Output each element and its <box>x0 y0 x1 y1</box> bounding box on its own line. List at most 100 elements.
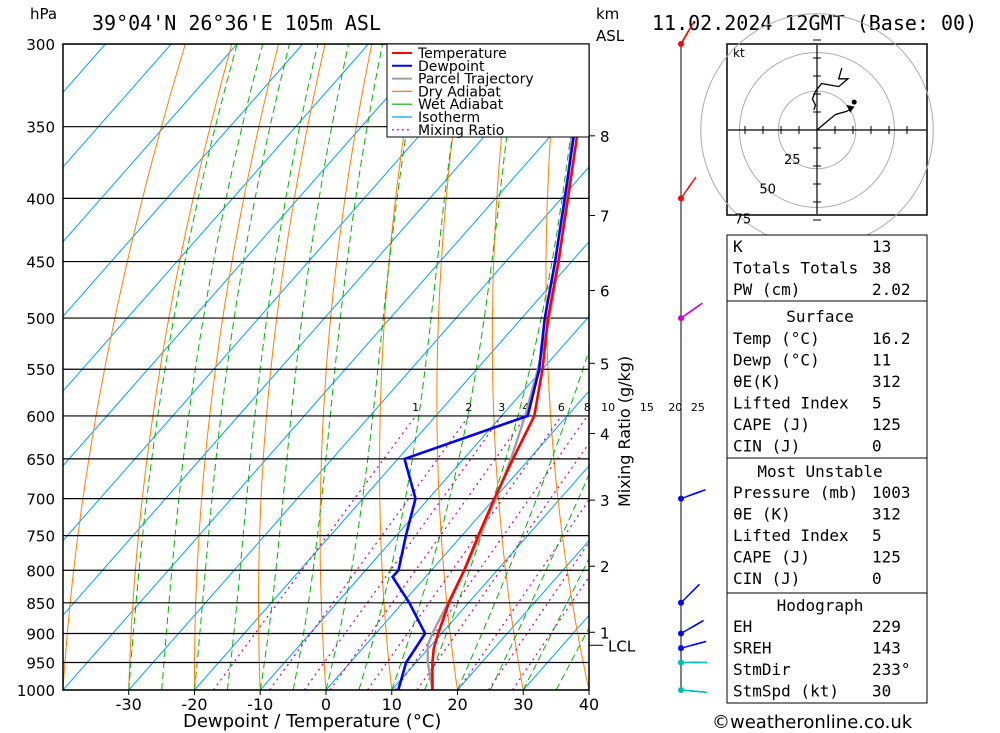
pressure-tick-label: 800 <box>26 562 55 580</box>
mixing-ratio-value: 6 <box>558 401 565 414</box>
wet-adiabat-line <box>128 44 238 690</box>
mixing-ratio-line <box>269 415 470 690</box>
pressure-tick-label: 550 <box>26 361 55 379</box>
mixing-ratio-line <box>329 415 527 690</box>
wind-barb <box>680 302 703 319</box>
km-unit-label: km <box>596 5 619 23</box>
wet-adiabat-line <box>424 44 583 690</box>
dry-adiabat-line <box>978 44 1000 690</box>
index-label: K <box>733 237 743 256</box>
pressure-tick-label: 400 <box>26 190 55 208</box>
wind-barb-flag <box>686 491 699 498</box>
wind-barb-flag <box>682 309 693 318</box>
isotherm-line <box>63 44 435 467</box>
wet-adiabat-line <box>358 44 467 690</box>
wind-barb-halfflag <box>692 642 699 646</box>
index-value: 2.02 <box>872 280 911 299</box>
legend-entry: Dry Adiabat <box>418 84 501 100</box>
dry-adiabat-line <box>491 44 524 690</box>
storm-motion-dot <box>851 99 857 105</box>
wind-barb <box>680 619 704 635</box>
surface-label: CIN (J) <box>733 437 800 456</box>
x-tick-label: 30 <box>513 695 533 714</box>
wind-barb-flag <box>690 583 700 594</box>
surface-value: 0 <box>872 437 882 456</box>
most-unstable-label: θE (K) <box>733 505 791 524</box>
wet-adiabat-line <box>194 44 290 690</box>
wind-barb-pennant <box>688 21 694 32</box>
most-unstable-value: 0 <box>872 569 882 588</box>
parcel-trajectory-profile <box>426 44 579 690</box>
index-label: Totals Totals <box>733 259 858 278</box>
legend-entry: Mixing Ratio <box>418 123 504 139</box>
wind-barb <box>680 21 695 45</box>
pressure-tick-label: 1000 <box>17 682 55 700</box>
index-value: 13 <box>872 237 891 256</box>
axes: 3003504004505005506006507007508008509009… <box>17 36 636 714</box>
hodograph-params-label: EH <box>733 617 752 636</box>
most-unstable-value: 312 <box>872 505 901 524</box>
pressure-tick-label: 450 <box>26 254 55 272</box>
watermark: ©weatheronline.co.uk <box>712 712 913 733</box>
legend-entry: Temperature <box>417 46 507 62</box>
mixing-ratio-line <box>394 415 588 690</box>
dry-adiabat-line <box>436 44 466 690</box>
surface-label: Dewp (°C) <box>733 351 820 370</box>
dry-adiabat-line <box>63 44 186 690</box>
hodograph-upper-trace <box>811 67 850 111</box>
surface-label: θE(K) <box>733 372 781 391</box>
isotherm-line <box>63 44 304 318</box>
hodograph-params-value: 229 <box>872 617 901 636</box>
isotherm-line <box>194 240 589 690</box>
dry-adiabat-line <box>258 44 326 690</box>
legend-entry: Parcel Trajectory <box>418 72 534 88</box>
surface-value: 16.2 <box>872 329 911 348</box>
isotherm-line <box>259 315 589 690</box>
mixing-ratio-axis-label: Mixing Ratio (g/kg) <box>615 356 634 507</box>
wet-adiabat-line <box>457 348 589 690</box>
surface-label: Lifted Index <box>733 394 849 413</box>
hodograph-params-label: StmDir <box>733 660 791 679</box>
pressure-tick-label: 700 <box>26 491 55 509</box>
hodograph-params-box <box>726 592 928 704</box>
wet-adiabat-line <box>325 44 422 690</box>
hodograph-params-value: 30 <box>872 682 891 701</box>
mixing-ratio-value: 10 <box>601 401 615 414</box>
most-unstable-title: Most Unstable <box>757 462 882 481</box>
hodograph-ring-label: 50 <box>759 183 776 198</box>
pressure-tick-label: 900 <box>26 625 55 643</box>
hodograph-params-value: 143 <box>872 639 901 658</box>
isotherm-line <box>128 166 589 690</box>
pressure-tick-label: 300 <box>26 36 55 54</box>
mixing-ratio-line <box>212 415 417 690</box>
profile-lines <box>390 44 589 690</box>
isotherm-line <box>63 44 567 616</box>
mixing-ratio-value: 3 <box>498 401 505 414</box>
km-tick-label: 1 <box>600 624 610 642</box>
datetime-title: 11.02.2024 12GMT (Base: 00) <box>652 11 977 35</box>
wind-barb <box>680 489 706 500</box>
wind-barb-halfflag <box>687 183 692 189</box>
isotherm-line <box>457 539 589 690</box>
index-label: PW (cm) <box>733 280 800 299</box>
hodograph-params-label: StmSpd (kt) <box>733 682 839 701</box>
isotherm-line <box>63 91 589 690</box>
km-tick-label: 8 <box>600 128 610 146</box>
pressure-tick-label: 850 <box>26 595 55 613</box>
mixing-ratio-value: 25 <box>691 401 705 414</box>
wet-adiabat-line <box>391 44 520 690</box>
mixing-ratio-value: 4 <box>523 401 530 414</box>
asl-label: ASL <box>596 27 625 45</box>
index-value: 38 <box>872 259 891 278</box>
dry-adiabat-line <box>648 44 720 690</box>
most-unstable-label: CAPE (J) <box>733 548 810 567</box>
hodograph-arrow <box>846 104 855 113</box>
legend-box <box>386 43 590 138</box>
surface-label: CAPE (J) <box>733 415 810 434</box>
wet-adiabat-line <box>292 44 384 690</box>
isotherm-line <box>63 44 172 168</box>
pressure-tick-label: 600 <box>26 408 55 426</box>
mixing-ratio-value: 1 <box>412 401 419 414</box>
